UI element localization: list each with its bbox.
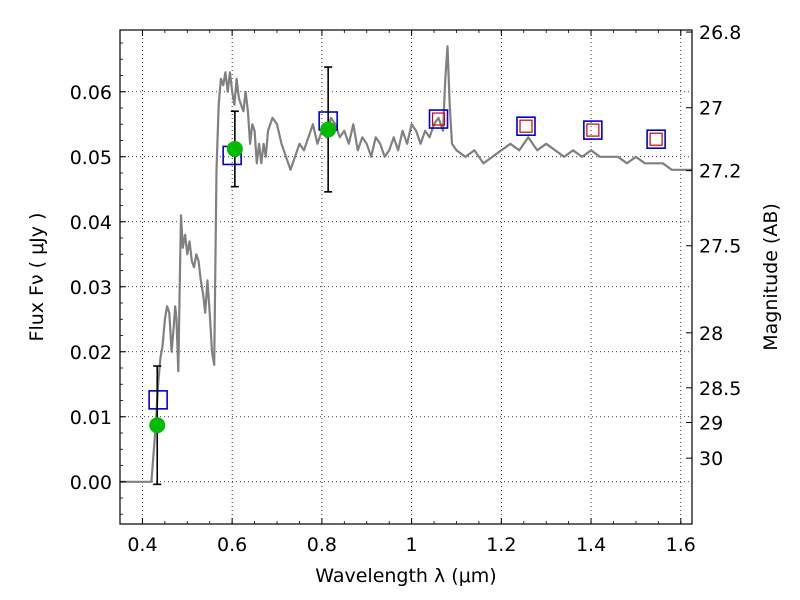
mag-tick-label: 30: [699, 448, 723, 470]
model-band-square: [516, 116, 536, 136]
mag-tick-label: 27: [699, 98, 723, 120]
mag-tick-label: 26.8: [699, 22, 741, 44]
model-band-inner-square: [431, 112, 446, 126]
observed-point: [226, 140, 243, 157]
sed-curve-group: [120, 45, 692, 483]
x-tick-label: 0.8: [307, 534, 337, 556]
y-tick-label: 0.06: [70, 82, 112, 104]
model-band-square: [148, 390, 168, 410]
magnitude-axis-label: Magnitude (AB): [760, 203, 782, 351]
y-axis-ticks: 0.00 0.01 0.02 0.03 0.04 0.05 0.06: [70, 42, 126, 515]
y-tick-label: 0.05: [70, 147, 112, 169]
observed-point: [149, 417, 166, 434]
y-tick-label: 0.02: [70, 342, 112, 364]
model-band-square: [646, 129, 666, 149]
y-tick-label: 0.04: [70, 212, 112, 234]
magnitude-axis-ticks: 26.8 27 27.2 27.5 28 28.5 29 30: [686, 22, 741, 470]
model-band-inner-square: [586, 123, 600, 137]
x-tick-label: 1.2: [486, 534, 516, 556]
x-tick-label: 1: [406, 534, 418, 556]
model-band-inner-square: [519, 119, 533, 133]
model-band-square: [583, 120, 603, 140]
grid: [120, 30, 692, 524]
x-tick-label: 1.4: [576, 534, 606, 556]
model-band-square: [428, 109, 449, 129]
x-axis-label: Wavelength λ (μm): [315, 565, 496, 587]
plot-frame: [119, 29, 693, 525]
model-band-points: [148, 109, 666, 410]
x-tick-label: 1.6: [666, 534, 696, 556]
mag-tick-label: 29: [699, 412, 723, 434]
mag-tick-label: 27.2: [699, 161, 741, 183]
mag-tick-label: 27.5: [699, 236, 741, 258]
observed-point: [320, 121, 337, 138]
x-tick-label: 0.6: [217, 534, 247, 556]
mag-tick-label: 28: [699, 323, 723, 345]
sed-model-line: [120, 45, 692, 483]
y-tick-label: 0.01: [70, 407, 112, 429]
x-axis-ticks: 0.4 0.6 0.8 1 1.2 1.4 1.6: [119, 30, 696, 556]
y-tick-label: 0.00: [70, 472, 112, 494]
mag-tick-label: 28.5: [699, 378, 741, 400]
x-tick-label: 0.4: [127, 534, 157, 556]
model-band-inner-square: [649, 132, 663, 146]
observed-points: [149, 66, 337, 486]
y-tick-label: 0.03: [70, 277, 112, 299]
y-axis-label: Flux Fν ( μJy ): [26, 213, 48, 342]
